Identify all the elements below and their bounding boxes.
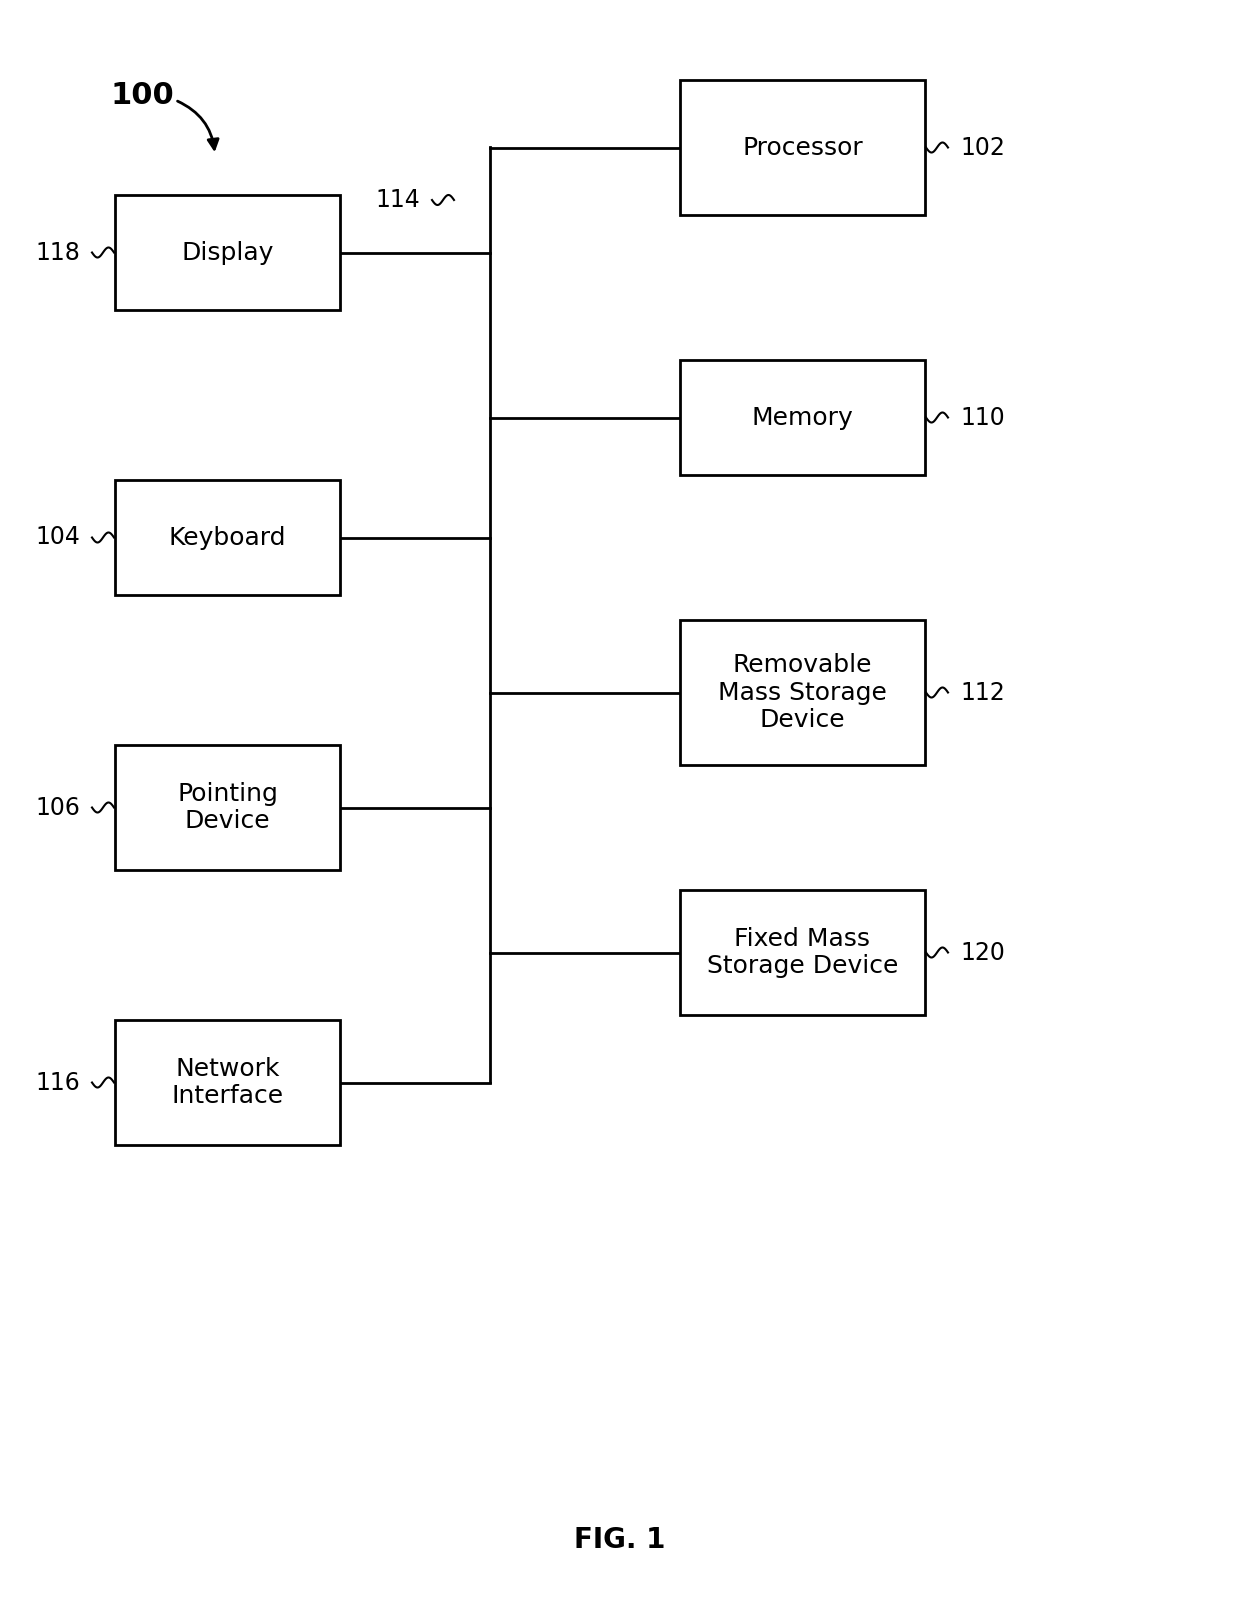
Bar — [115, 745, 340, 870]
Text: 102: 102 — [960, 135, 1004, 159]
Text: 114: 114 — [376, 188, 420, 212]
Text: 104: 104 — [35, 525, 81, 549]
Text: FIG. 1: FIG. 1 — [574, 1526, 666, 1554]
Text: Removable
Mass Storage
Device: Removable Mass Storage Device — [718, 653, 887, 732]
Bar — [115, 480, 340, 595]
Text: 106: 106 — [35, 796, 81, 820]
Text: 110: 110 — [960, 406, 1004, 430]
Bar — [680, 360, 925, 475]
Text: 116: 116 — [35, 1071, 81, 1095]
Bar — [680, 891, 925, 1014]
Text: Fixed Mass
Storage Device: Fixed Mass Storage Device — [707, 926, 898, 979]
Bar — [115, 194, 340, 310]
Text: 112: 112 — [960, 681, 1004, 705]
Bar — [680, 80, 925, 215]
Text: 100: 100 — [110, 80, 174, 109]
Text: Keyboard: Keyboard — [169, 525, 286, 549]
Text: 120: 120 — [960, 941, 1004, 965]
Text: Pointing
Device: Pointing Device — [177, 782, 278, 833]
Text: Network
Interface: Network Interface — [171, 1056, 284, 1109]
Bar — [680, 620, 925, 766]
Text: Memory: Memory — [751, 406, 853, 430]
Bar — [115, 1021, 340, 1144]
Text: Display: Display — [181, 241, 274, 265]
Text: Processor: Processor — [742, 135, 863, 159]
Text: 118: 118 — [35, 241, 81, 265]
